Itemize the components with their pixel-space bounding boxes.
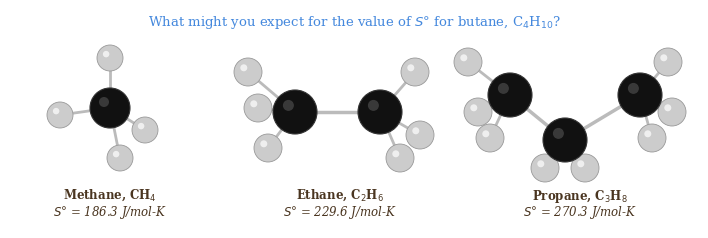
Circle shape [553,128,564,139]
Circle shape [53,108,59,114]
Circle shape [401,58,429,86]
Circle shape [460,54,467,61]
Circle shape [488,73,532,117]
Circle shape [654,48,682,76]
Text: What might you expect for the value of $\mathit{S}$° for butane, C$_4$H$_{10}$?: What might you expect for the value of $… [147,14,561,31]
Circle shape [638,124,666,152]
Text: $\mathit{S}$° = 229.6 J/mol-K: $\mathit{S}$° = 229.6 J/mol-K [283,204,397,221]
Circle shape [664,104,671,111]
Circle shape [103,51,109,57]
Circle shape [412,127,419,134]
Circle shape [476,124,504,152]
Text: Propane, C$_3$H$_8$: Propane, C$_3$H$_8$ [532,188,628,205]
Text: Ethane, C$_2$H$_6$: Ethane, C$_2$H$_6$ [296,188,384,203]
Circle shape [386,144,414,172]
Circle shape [618,73,662,117]
Circle shape [470,104,477,111]
Circle shape [107,145,133,171]
Circle shape [254,134,282,162]
Circle shape [90,88,130,128]
Circle shape [661,54,668,61]
Circle shape [132,117,158,143]
Circle shape [244,94,272,122]
Circle shape [571,154,599,182]
Circle shape [273,90,317,134]
Circle shape [543,118,587,162]
Circle shape [368,100,379,111]
Circle shape [464,98,492,126]
Circle shape [537,160,544,167]
Circle shape [454,48,482,76]
Circle shape [407,64,414,71]
Text: $\mathit{S}$° = 270.3 J/mol-K: $\mathit{S}$° = 270.3 J/mol-K [523,204,637,221]
Circle shape [138,123,144,129]
Circle shape [261,140,268,147]
Circle shape [482,130,489,137]
Text: Methane, CH$_4$: Methane, CH$_4$ [63,188,156,203]
Circle shape [658,98,686,126]
Circle shape [498,83,509,94]
Circle shape [358,90,402,134]
Circle shape [99,97,109,107]
Circle shape [97,45,123,71]
Circle shape [644,130,651,137]
Circle shape [251,100,257,107]
Circle shape [47,102,73,128]
Circle shape [234,58,262,86]
Circle shape [113,151,120,157]
Text: $\mathit{S}$° = 186.3 J/mol-K: $\mathit{S}$° = 186.3 J/mol-K [53,204,167,221]
Circle shape [240,64,247,71]
Circle shape [628,83,639,94]
Circle shape [406,121,434,149]
Circle shape [531,154,559,182]
Circle shape [577,160,584,167]
Circle shape [283,100,294,111]
Circle shape [392,150,399,157]
